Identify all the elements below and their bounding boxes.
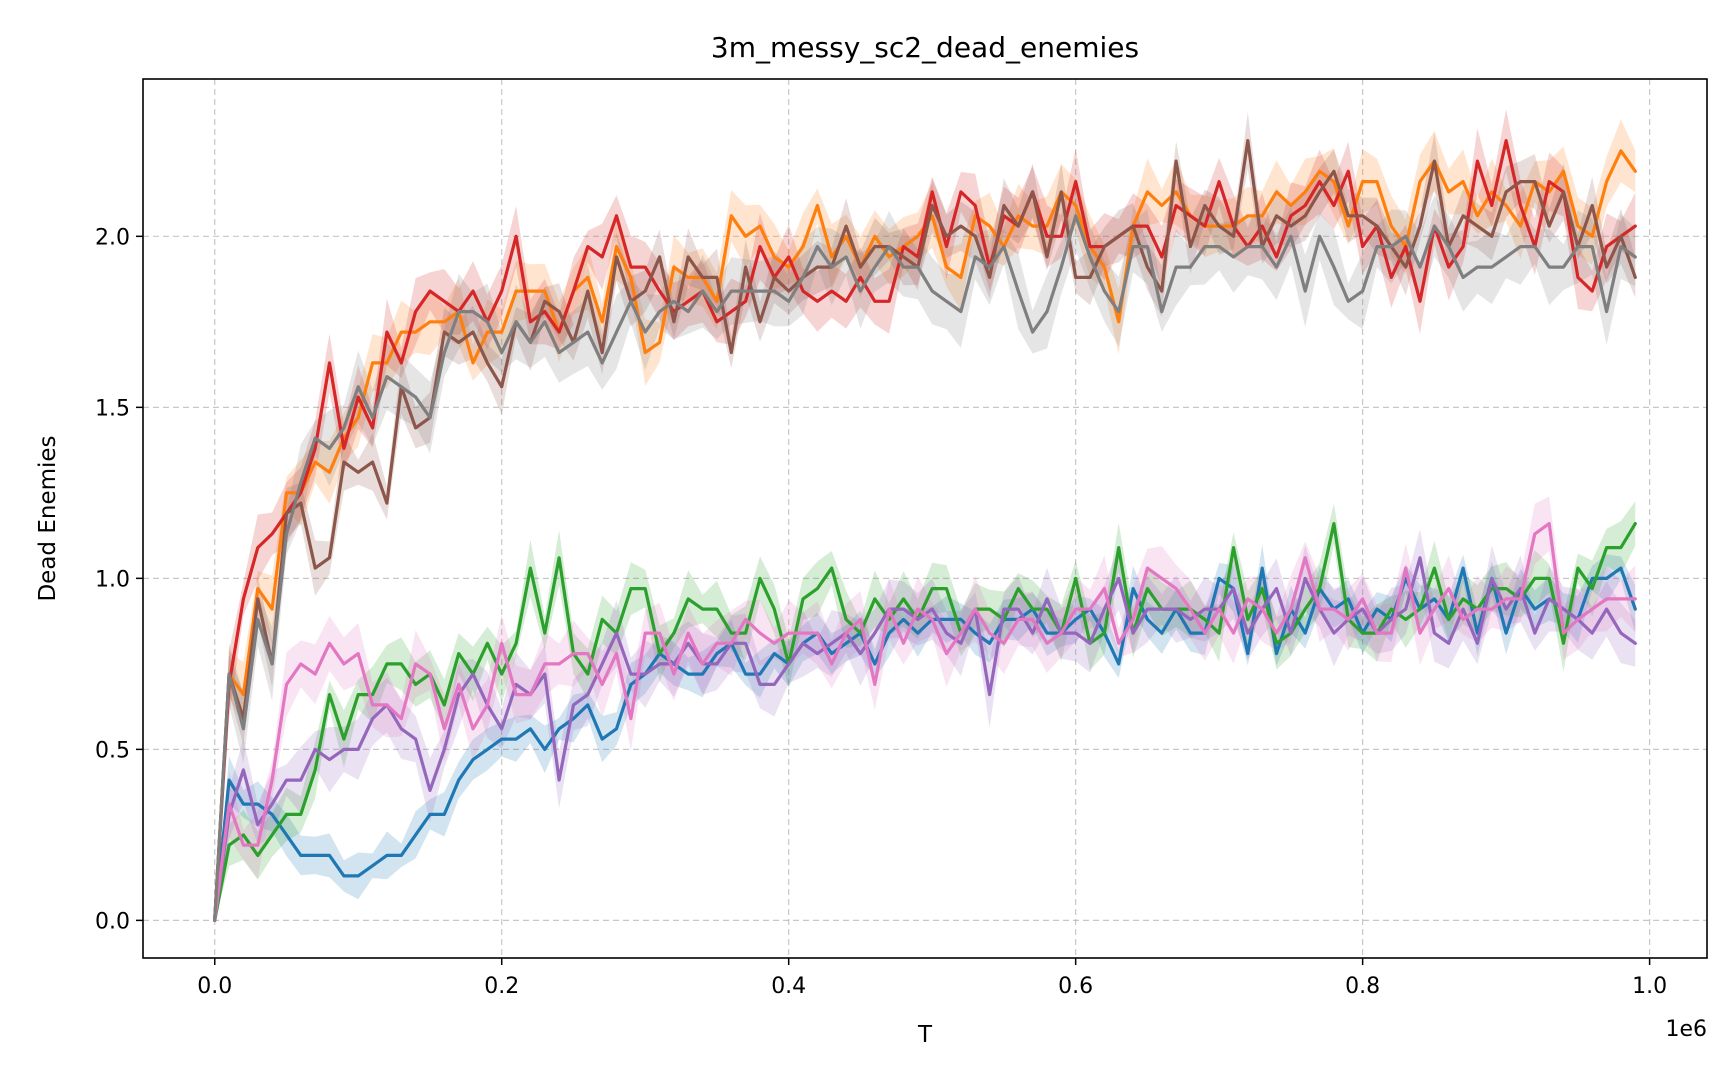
x-tick-label: 0.4	[771, 974, 806, 999]
y-tick-label: 1.0	[95, 567, 130, 592]
series-line-8	[213, 214, 1637, 923]
y-axis-label: Dead Enemies	[35, 435, 61, 601]
y-axis-ticks: 0.0 0.5 1.0 1.5 2.0	[95, 225, 143, 934]
x-tick-label: 0.8	[1345, 974, 1380, 999]
series-lines	[213, 139, 1637, 923]
series-line-6	[213, 139, 1637, 923]
y-tick-label: 0.5	[95, 738, 130, 763]
x-axis-label: T	[917, 1022, 933, 1048]
chart-title: 3m_messy_sc2_dead_enemies	[711, 31, 1139, 64]
series-band-6	[214, 112, 1636, 921]
series-band-4	[214, 109, 1636, 921]
y-tick-label: 0.0	[95, 909, 130, 934]
series-line-7	[213, 521, 1637, 923]
series-band-3	[214, 501, 1636, 921]
series-band-8	[214, 181, 1636, 921]
x-axis-offset-text: 1e6	[1665, 1017, 1707, 1042]
plot-frame	[142, 78, 1708, 959]
x-tick-label: 0.0	[197, 974, 232, 999]
y-tick-label: 2.0	[95, 225, 130, 250]
x-tick-label: 0.6	[1058, 974, 1093, 999]
x-tick-label: 0.2	[484, 974, 519, 999]
series-line-4	[213, 139, 1637, 923]
x-axis-ticks: 0.0 0.2 0.4 0.6 0.8 1.0	[197, 958, 1667, 999]
series-band-2	[214, 119, 1636, 921]
y-tick-label: 1.5	[95, 396, 130, 421]
x-tick-label: 1.0	[1632, 974, 1667, 999]
